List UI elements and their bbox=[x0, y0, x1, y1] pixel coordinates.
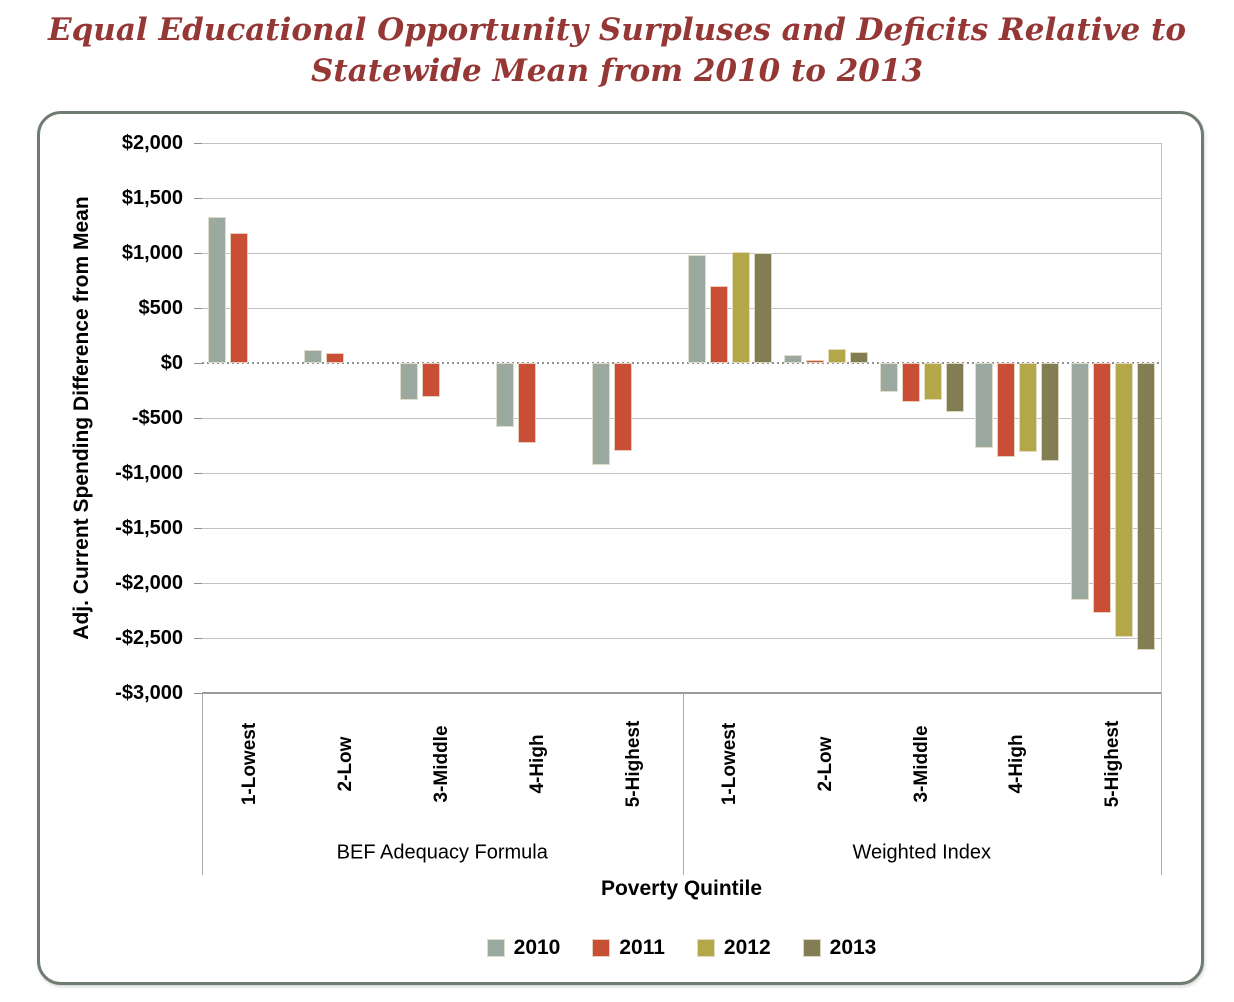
legend-label-2012: 2012 bbox=[723, 936, 771, 959]
gridline bbox=[202, 143, 1161, 144]
legend-swatch-2012 bbox=[696, 939, 715, 957]
bar-2012-2-low bbox=[828, 348, 846, 363]
y-tick-mark bbox=[194, 308, 202, 309]
bar-2010-4-high bbox=[975, 363, 993, 448]
legend-item-2010: 2010 bbox=[486, 936, 561, 960]
x-axis-title: Poverty Quintile bbox=[600, 877, 763, 900]
gridline bbox=[202, 253, 1161, 254]
plot-right-border bbox=[1161, 143, 1162, 693]
y-tick-mark bbox=[194, 638, 202, 639]
category-label-3-middle: 3-Middle bbox=[910, 725, 932, 803]
x-axis-line bbox=[202, 692, 1161, 694]
zero-gridline bbox=[202, 362, 1161, 364]
bar-2010-5-highest bbox=[1071, 363, 1089, 600]
gridline bbox=[202, 308, 1161, 309]
legend-item-2011: 2011 bbox=[592, 936, 665, 960]
y-tick-label: -$1,500 bbox=[115, 517, 183, 539]
bar-2010-1-lowest bbox=[208, 216, 226, 363]
category-label-5-highest: 5-Highest bbox=[623, 720, 645, 808]
bar-2012-3-middle bbox=[924, 363, 942, 400]
group-label-weighted: Weighted Index bbox=[852, 841, 992, 864]
gridline bbox=[202, 473, 1161, 474]
bar-2011-2-low bbox=[806, 360, 824, 363]
bar-2010-1-lowest bbox=[688, 255, 706, 363]
y-tick-mark bbox=[194, 418, 202, 419]
y-tick-label: $1,500 bbox=[121, 187, 183, 209]
y-tick-label: -$3,000 bbox=[115, 682, 183, 704]
bar-2012-1-lowest bbox=[732, 252, 750, 363]
bar-2010-3-middle bbox=[400, 363, 418, 401]
legend-item-2012: 2012 bbox=[696, 936, 771, 960]
y-tick-mark bbox=[194, 198, 202, 199]
legend: 2010 2011 2012 2013 bbox=[202, 934, 1161, 962]
group-divider bbox=[202, 693, 203, 875]
y-tick-label: $2,000 bbox=[121, 132, 183, 154]
category-label-3-middle: 3-Middle bbox=[431, 725, 453, 803]
legend-label-2010: 2010 bbox=[513, 936, 561, 959]
bar-2010-2-low bbox=[784, 355, 802, 363]
bar-2011-4-high bbox=[518, 363, 536, 443]
bar-2013-4-high bbox=[1041, 363, 1059, 462]
bar-2013-3-middle bbox=[946, 363, 964, 412]
category-label-5-highest: 5-Highest bbox=[1102, 720, 1124, 808]
bar-2011-1-lowest bbox=[230, 233, 248, 363]
bar-2010-3-middle bbox=[880, 363, 898, 392]
y-tick-label: -$500 bbox=[131, 407, 183, 429]
legend-label-2013: 2013 bbox=[829, 936, 877, 959]
legend-item-2013: 2013 bbox=[802, 936, 877, 960]
gridline bbox=[202, 418, 1161, 419]
bar-2012-5-highest bbox=[1115, 363, 1133, 637]
bar-2010-4-high bbox=[496, 363, 514, 427]
y-tick-mark bbox=[194, 693, 202, 694]
gridline bbox=[202, 638, 1161, 639]
bar-2011-3-middle bbox=[902, 363, 920, 402]
chart-box: Adj. Current Spending Difference from Me… bbox=[37, 111, 1204, 985]
group-label-bef: BEF Adequacy Formula bbox=[336, 841, 548, 864]
group-divider bbox=[1161, 693, 1162, 875]
legend-label-2011: 2011 bbox=[619, 936, 665, 959]
gridline bbox=[202, 528, 1161, 529]
bar-2010-2-low bbox=[304, 349, 322, 363]
bar-2013-5-highest bbox=[1137, 363, 1155, 651]
legend-swatch-2011 bbox=[592, 939, 611, 957]
bar-2013-1-lowest bbox=[754, 253, 772, 363]
category-label-1-lowest: 1-Lowest bbox=[239, 722, 261, 806]
y-tick-mark bbox=[194, 363, 202, 364]
category-label-4-high: 4-High bbox=[527, 734, 549, 794]
y-tick-mark bbox=[194, 528, 202, 529]
y-tick-mark bbox=[194, 473, 202, 474]
group-divider bbox=[682, 693, 684, 875]
category-label-2-low: 2-Low bbox=[335, 736, 357, 792]
chart-title-line2: Statewide Mean from 2010 to 2013 bbox=[310, 53, 924, 89]
gridline bbox=[202, 583, 1161, 584]
y-tick-label: -$2,000 bbox=[115, 572, 183, 594]
y-tick-label: -$2,500 bbox=[115, 627, 183, 649]
y-tick-label: $500 bbox=[138, 297, 184, 319]
y-tick-label: $1,000 bbox=[121, 242, 183, 264]
bar-2011-3-middle bbox=[422, 363, 440, 397]
y-tick-mark bbox=[194, 143, 202, 144]
category-label-1-lowest: 1-Lowest bbox=[719, 722, 741, 806]
gridline bbox=[202, 198, 1161, 199]
bar-2012-4-high bbox=[1019, 363, 1037, 453]
bar-2011-4-high bbox=[997, 363, 1015, 458]
y-tick-mark bbox=[194, 583, 202, 584]
category-label-4-high: 4-High bbox=[1006, 734, 1028, 794]
bar-2011-1-lowest bbox=[710, 286, 728, 363]
bar-2011-5-highest bbox=[614, 363, 632, 451]
plot-area: $2,000 $1,500 $1,000 $500 $0 -$500 -$1,000 -$1,… bbox=[40, 114, 1201, 982]
legend-swatch-2010 bbox=[486, 939, 505, 957]
y-tick-label: -$1,000 bbox=[115, 462, 183, 484]
chart-title: Equal Educational Opportunity Surpluses … bbox=[0, 10, 1234, 92]
category-label-2-low: 2-Low bbox=[815, 736, 837, 792]
y-tick-label: $0 bbox=[160, 352, 183, 374]
bar-2010-5-highest bbox=[592, 363, 610, 466]
bar-2011-5-highest bbox=[1093, 363, 1111, 613]
bar-2013-2-low bbox=[850, 352, 868, 363]
legend-swatch-2013 bbox=[802, 939, 821, 957]
bar-2011-2-low bbox=[326, 353, 344, 363]
y-tick-mark bbox=[194, 253, 202, 254]
chart-title-line1: Equal Educational Opportunity Surpluses … bbox=[47, 12, 1187, 48]
